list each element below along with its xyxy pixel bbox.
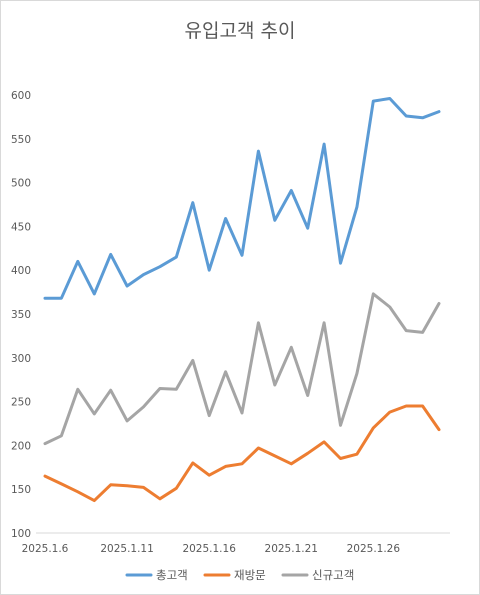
x-tick-label: 2025.1.21	[265, 543, 318, 555]
y-tick-label: 200	[11, 440, 31, 452]
legend-label: 재방문	[234, 568, 266, 582]
y-tick-label: 600	[11, 90, 31, 102]
series-line-3	[43, 292, 441, 446]
y-tick-label: 450	[11, 221, 31, 233]
series-line-2	[43, 404, 441, 503]
y-tick-label: 350	[11, 309, 31, 321]
series-lines	[43, 97, 441, 503]
x-tick-label: 2025.1.16	[182, 543, 236, 555]
chart-axes: 100 150 200 250 300 350 400 450 500 550 600 2025.1.…	[11, 90, 450, 555]
legend-label: 총고객	[156, 568, 188, 582]
y-tick-label: 300	[11, 353, 31, 365]
y-tick-label: 100	[11, 528, 31, 540]
y-tick-label: 550	[11, 134, 31, 146]
x-tick-label: 2025.1.11	[100, 543, 153, 555]
y-tick-label: 500	[11, 178, 31, 190]
x-tick-label: 2025.1.6	[22, 543, 69, 555]
legend-label: 신규고객	[312, 568, 354, 582]
chart-legend: 총고객 재방문 신규고객	[125, 568, 354, 582]
y-tick-label: 250	[11, 397, 31, 409]
y-tick-label: 400	[11, 265, 31, 277]
chart-title: 유입고객 추이	[185, 20, 296, 42]
series-line-1	[43, 97, 441, 300]
y-tick-label: 150	[11, 484, 31, 496]
x-tick-label: 2025.1.26	[347, 543, 401, 555]
